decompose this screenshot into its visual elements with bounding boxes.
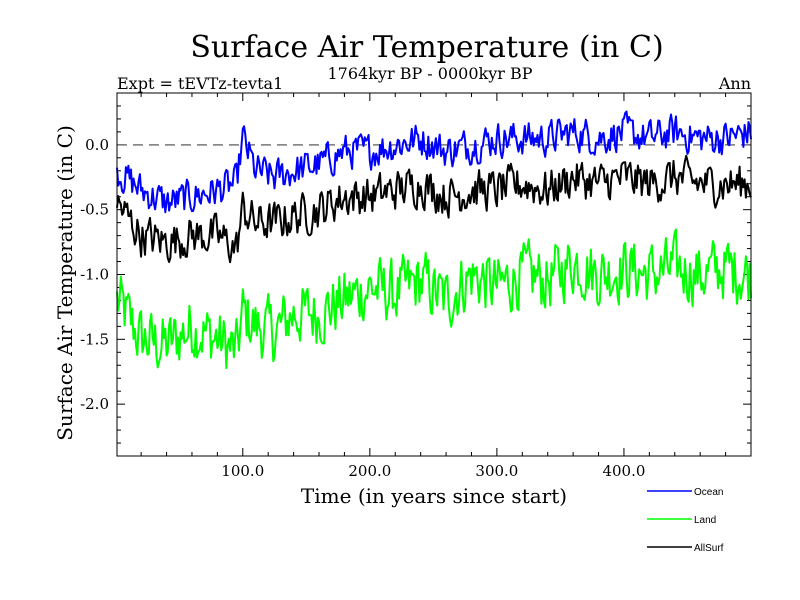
series-layer xyxy=(116,110,752,370)
legend-label-ocean: Ocean xyxy=(694,487,723,498)
series-line-land xyxy=(116,228,752,370)
x-tick-label: 300.0 xyxy=(475,462,518,480)
series-line-allsurf xyxy=(116,154,752,264)
plot-frame xyxy=(116,92,752,457)
y-tick-label: -2.0 xyxy=(80,395,109,413)
x-axis-label: Time (in years since start) xyxy=(301,484,567,508)
legend-label-allsurf: AllSurf xyxy=(694,543,724,554)
y-axis-label: Surface Air Temperature (in C) xyxy=(53,125,77,441)
experiment-label: Expt = tEVTz-tevta1 xyxy=(117,74,283,93)
axis-ticks: 100.0 200.0 300.0 400.0 0.0 -0.5 -1.0 -1.5 -2.0 xyxy=(80,93,751,480)
series-line-ocean xyxy=(116,110,752,214)
x-tick-label: 400.0 xyxy=(602,462,645,480)
legend: Ocean Land AllSurf xyxy=(647,487,724,554)
y-tick-label: -1.5 xyxy=(80,330,109,348)
chart-title: Surface Air Temperature (in C) xyxy=(190,30,663,65)
y-tick-label: -0.5 xyxy=(80,201,109,219)
y-tick-label: 0.0 xyxy=(85,136,109,154)
y-tick-label: -1.0 xyxy=(80,266,109,284)
x-tick-label: 200.0 xyxy=(348,462,391,480)
x-tick-label: 100.0 xyxy=(221,462,264,480)
chart-subtitle: 1764kyr BP - 0000kyr BP xyxy=(328,64,533,83)
season-label: Ann xyxy=(718,74,751,93)
legend-label-land: Land xyxy=(694,515,716,526)
